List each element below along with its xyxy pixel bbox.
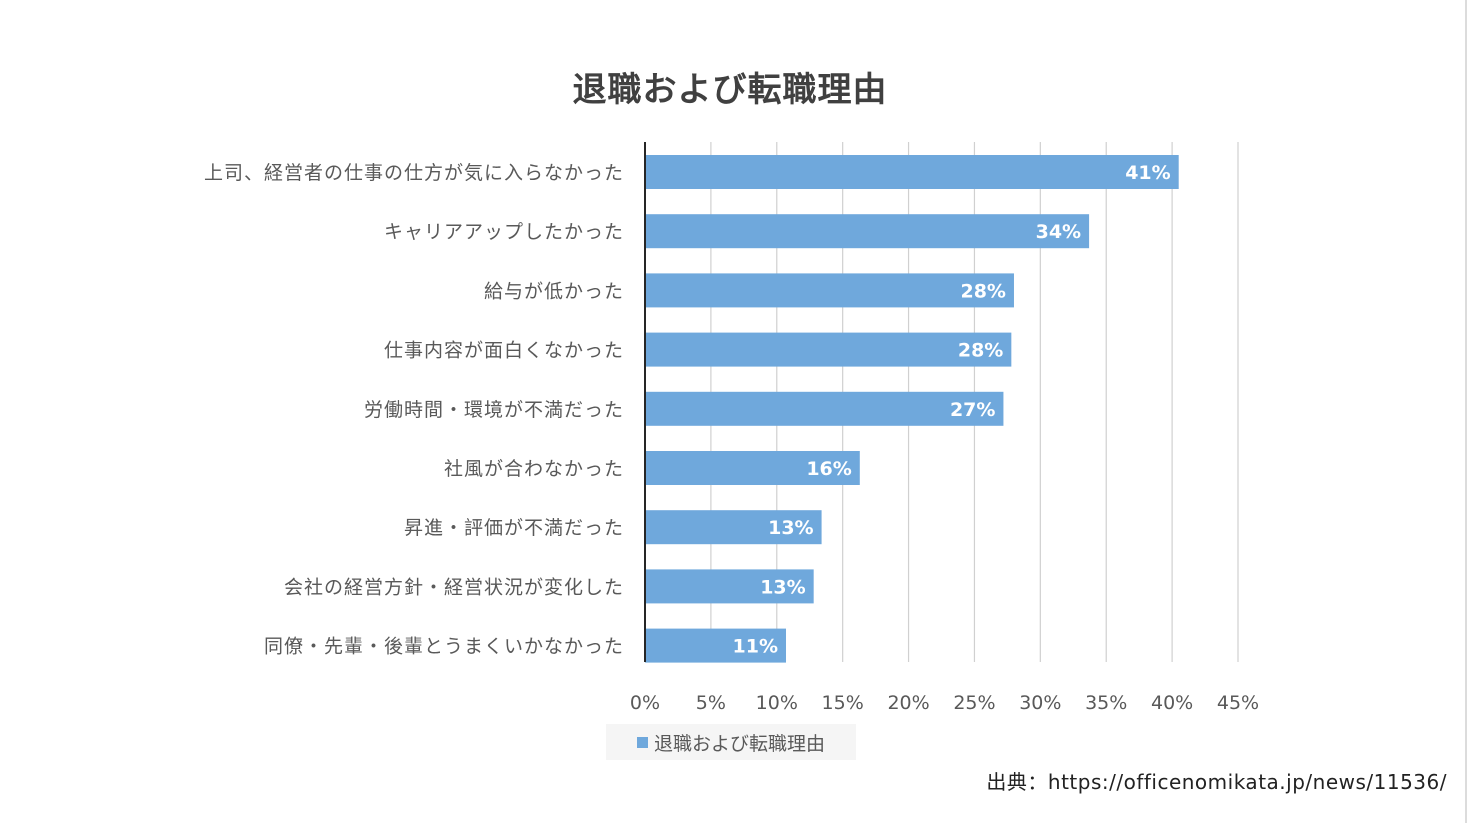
data-label: 11% bbox=[733, 636, 778, 658]
category-label: 会社の経営方針・経営状況が変化した bbox=[284, 576, 624, 598]
data-label: 41% bbox=[1125, 162, 1170, 184]
category-label: 給与が低かった bbox=[484, 280, 624, 302]
category-label: 社風が合わなかった bbox=[444, 458, 624, 480]
bar bbox=[645, 155, 1179, 189]
chart-legend: 退職および転職理由 bbox=[606, 724, 856, 760]
x-tick-label: 10% bbox=[756, 692, 798, 714]
data-label: 34% bbox=[1036, 221, 1081, 243]
bar bbox=[645, 628, 787, 663]
bar bbox=[645, 510, 822, 545]
data-label: 13% bbox=[760, 576, 805, 598]
bar bbox=[645, 451, 860, 485]
x-tick-label: 0% bbox=[630, 692, 660, 714]
data-label: 27% bbox=[950, 399, 995, 421]
bar bbox=[645, 273, 1014, 308]
category-label: 同僚・先輩・後輩とうまくいかなかった bbox=[264, 636, 624, 658]
category-label: 労働時間・環境が不満だった bbox=[364, 399, 624, 421]
x-tick-label: 25% bbox=[953, 692, 995, 714]
category-label: 昇進・評価が不満だった bbox=[404, 517, 624, 539]
page-right-border bbox=[1465, 0, 1467, 823]
chart-title: 退職および転職理由 bbox=[572, 70, 888, 110]
category-label: キャリアアップしたかった bbox=[384, 221, 624, 243]
data-label: 28% bbox=[960, 280, 1005, 302]
category-label: 仕事内容が面白くなかった bbox=[384, 340, 624, 362]
data-label: 13% bbox=[768, 517, 813, 539]
data-label: 16% bbox=[806, 458, 851, 480]
x-tick-label: 15% bbox=[822, 692, 864, 714]
bar bbox=[645, 332, 1012, 367]
x-tick-label: 20% bbox=[887, 692, 929, 714]
source-note: 出典：https://officenomikata.jp/news/11536/ bbox=[986, 770, 1447, 794]
category-label: 上司、経営者の仕事の仕方が気に入らなかった bbox=[204, 162, 624, 184]
x-tick-label: 40% bbox=[1151, 692, 1193, 714]
x-tick-label: 30% bbox=[1019, 692, 1061, 714]
data-label: 28% bbox=[958, 340, 1003, 362]
x-tick-label: 35% bbox=[1085, 692, 1127, 714]
x-tick-label: 5% bbox=[696, 692, 726, 714]
legend-swatch bbox=[636, 736, 648, 748]
bar bbox=[645, 569, 814, 604]
bar bbox=[645, 391, 1004, 426]
x-tick-label: 45% bbox=[1217, 692, 1259, 714]
legend-label: 退職および転職理由 bbox=[653, 732, 825, 755]
bar bbox=[645, 214, 1090, 249]
